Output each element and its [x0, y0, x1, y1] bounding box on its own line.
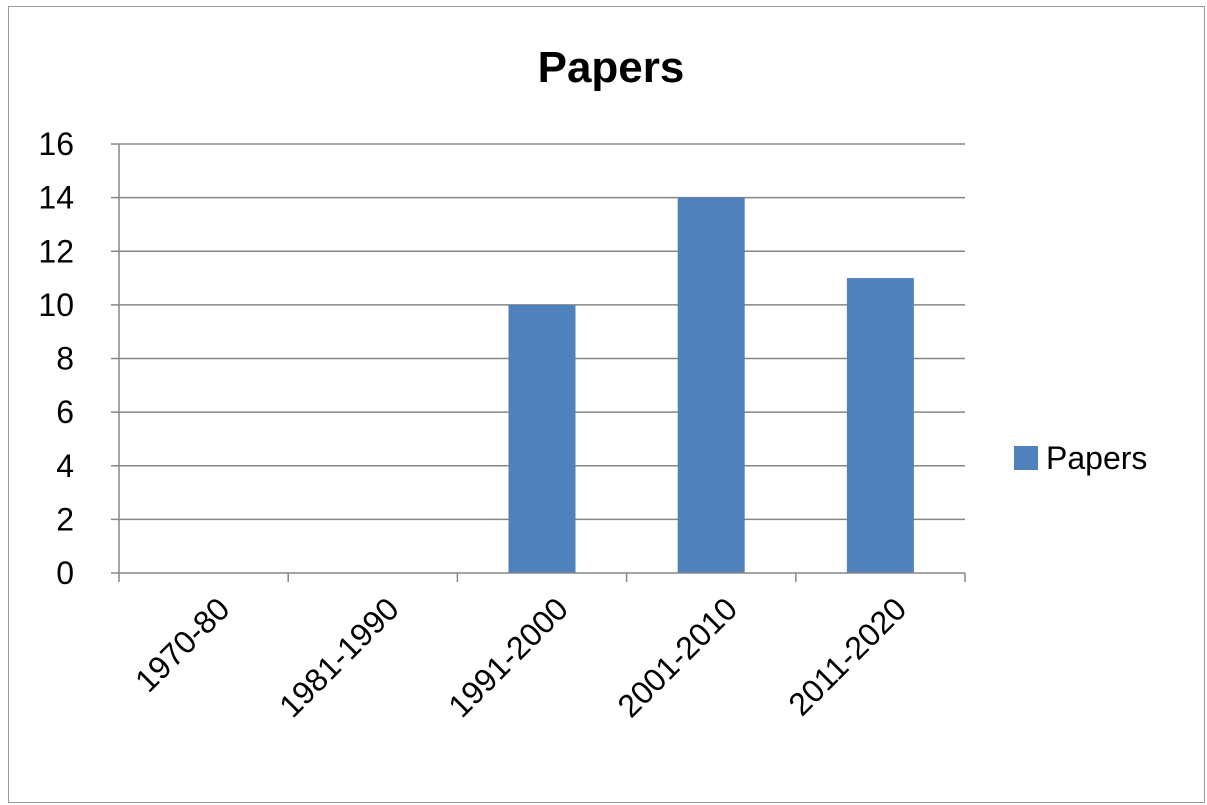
y-tick-label: 12: [38, 233, 74, 269]
chart-title: Papers: [538, 43, 685, 92]
x-tick-label: 1970-80: [128, 590, 236, 698]
y-tick-label: 2: [56, 501, 74, 537]
y-tick-label: 16: [38, 126, 74, 162]
chart-frame: [8, 6, 1205, 803]
x-tick-label: 1981-1990: [272, 590, 406, 724]
x-tick-label: 1991-2000: [441, 590, 575, 724]
bar-2001-2010: [677, 197, 745, 573]
y-tick-label: 0: [56, 555, 74, 591]
x-tick-label: 2011-2020: [781, 590, 913, 722]
y-tick-label: 8: [56, 341, 74, 377]
y-tick-label: 14: [38, 180, 74, 216]
y-tick-labels: 0 2 4 6 8 10 12 14 16: [38, 126, 74, 591]
x-tick-label: 2001-2010: [610, 590, 744, 724]
legend: Papers: [1014, 440, 1147, 476]
bars: [508, 197, 914, 573]
axes: [111, 143, 966, 582]
y-tick-label: 10: [38, 287, 74, 323]
bar-1991-2000: [508, 304, 576, 573]
x-tick-labels: 1970-80 1981-1990 1991-2000 2001-2010 2011-2…: [128, 590, 913, 724]
y-tick-label: 4: [56, 448, 74, 484]
bar-2011-2020: [846, 278, 914, 573]
legend-label-papers: Papers: [1046, 440, 1147, 476]
legend-swatch-papers: [1014, 446, 1038, 470]
y-tick-label: 6: [56, 394, 74, 430]
